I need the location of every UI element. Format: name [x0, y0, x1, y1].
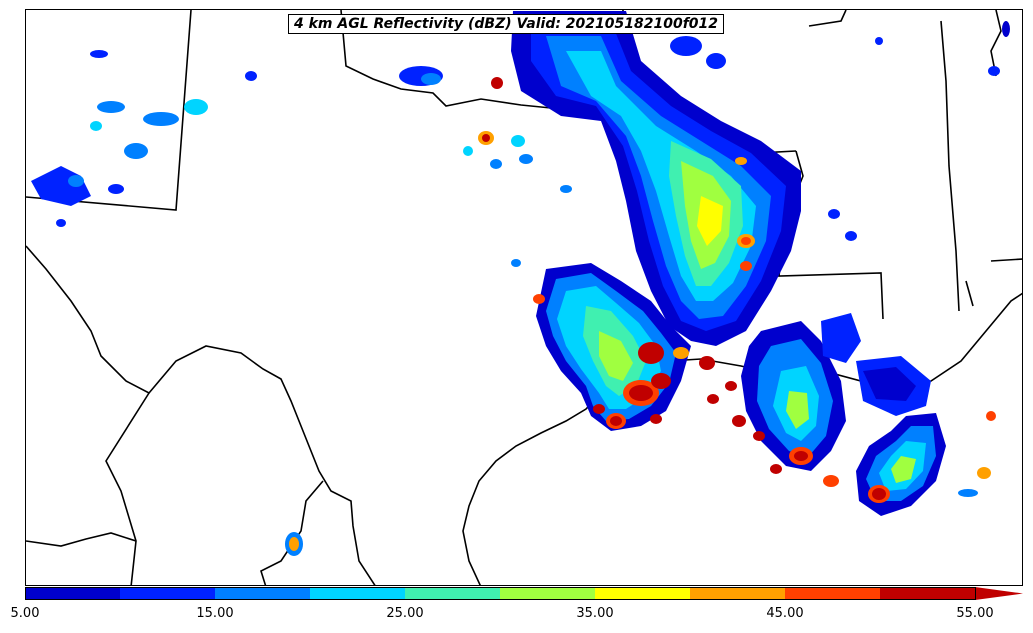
colorbar-tick-label: 35.00 — [576, 606, 614, 621]
colorbar-bin — [690, 587, 786, 600]
colorbar-bin — [785, 587, 881, 600]
storm-cluster-gulf — [856, 411, 996, 516]
colorbar-bin — [500, 587, 596, 600]
storm-cluster-setx — [536, 263, 691, 431]
colorbar-bin — [595, 587, 691, 600]
colorbar-bin — [215, 587, 311, 600]
river-east — [990, 10, 1002, 77]
reflectivity-map — [26, 10, 1022, 585]
colorbar-tick-label: 45.00 — [766, 606, 804, 621]
colorbar-bin — [310, 587, 406, 600]
al-fl-border — [965, 258, 1022, 307]
storm-band-north — [511, 11, 801, 346]
colorbar-bin — [25, 587, 121, 600]
mexico-state-border-sw — [26, 532, 137, 547]
rio-grande-border — [26, 245, 376, 585]
map-title: 4 km AGL Reflectivity (dBZ) Valid: 20210… — [288, 14, 725, 34]
mexico-state-border-west — [105, 392, 150, 585]
map-panel — [25, 9, 1023, 586]
colorbar-outline — [25, 587, 976, 600]
colorbar-bin — [405, 587, 501, 600]
colorbar-tick-label: 5.00 — [10, 606, 40, 621]
colorbar-bin — [120, 587, 216, 600]
storm-cluster-louisiana — [699, 313, 931, 487]
colorbar-tick-label: 55.00 — [956, 606, 994, 621]
ms-al-border — [808, 10, 960, 312]
colorbar-bin — [880, 587, 976, 600]
scattered-cells — [31, 21, 1010, 556]
colorbar-tick-label: 15.00 — [196, 606, 234, 621]
reflectivity-shading — [31, 11, 1010, 556]
colorbar-tick-label: 25.00 — [386, 606, 424, 621]
colorbar — [25, 587, 1023, 600]
colorbar-extend-arrow — [975, 587, 1023, 600]
